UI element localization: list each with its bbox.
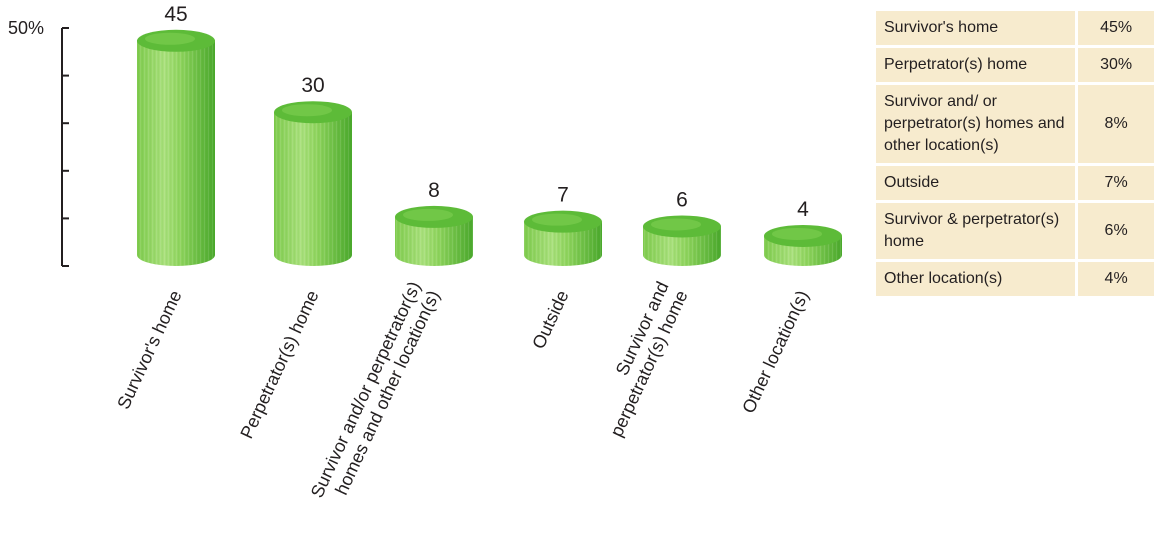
bar-top-highlight	[145, 32, 195, 45]
bar-texture	[395, 216, 473, 266]
bar-top	[137, 29, 215, 52]
category-label-line: Other location(s)	[738, 287, 812, 416]
table-cell-category: Survivor & perpetrator(s) home	[876, 203, 1079, 259]
category-label: Survivor's home	[113, 287, 185, 412]
table-row: Survivor's home 45%	[876, 11, 1154, 45]
bar-top-highlight	[403, 208, 453, 221]
bar: 7	[524, 184, 602, 266]
summary-table: Survivor's home 45% Perpetrator(s) home 30%…	[876, 8, 1154, 299]
category-label-line: Outside	[528, 287, 572, 352]
table-row: Survivor and/ or perpetrator(s) homes an…	[876, 85, 1154, 163]
value-label: 7	[557, 184, 569, 207]
bar-top	[764, 224, 842, 247]
bar: 45	[137, 3, 215, 266]
table-cell-category: Outside	[876, 166, 1079, 200]
bar-top-highlight	[532, 213, 582, 226]
table-cell-percent: 8%	[1078, 85, 1154, 163]
bar-texture	[137, 40, 215, 266]
bar-top-highlight	[651, 218, 701, 231]
category-label-line: Perpetrator(s) home	[236, 287, 322, 441]
value-label: 6	[676, 188, 688, 211]
category-labels: Survivor's home Perpetrator(s) homeSurviv…	[113, 278, 812, 509]
bar: 8	[395, 179, 473, 266]
bar-chart: 50% 45 30 8 7 6 4 Survivor's home Perpetrator(…	[8, 3, 842, 509]
value-label: 30	[301, 74, 324, 97]
bar-top-highlight	[282, 104, 332, 117]
value-label: 8	[428, 179, 440, 202]
bar-top	[524, 210, 602, 233]
category-label: Outside	[528, 287, 572, 352]
bar-top-highlight	[772, 227, 822, 240]
table-cell-category: Other location(s)	[876, 262, 1079, 296]
y-axis: 50%	[8, 18, 69, 267]
category-label: Perpetrator(s) home	[236, 287, 322, 441]
category-label: Survivor andperpetrator(s) home	[587, 278, 691, 440]
table-cell-category: Survivor and/ or perpetrator(s) homes an…	[876, 85, 1079, 163]
table-row: Survivor & perpetrator(s) home 6%	[876, 203, 1154, 259]
table-row: Perpetrator(s) home 30%	[876, 48, 1154, 82]
table-row: Other location(s) 4%	[876, 262, 1154, 296]
bar: 6	[643, 188, 721, 266]
table-cell-percent: 4%	[1078, 262, 1154, 296]
category-label: Other location(s)	[738, 287, 812, 416]
table-cell-percent: 6%	[1078, 203, 1154, 259]
value-label: 45	[164, 3, 187, 26]
table-cell-category: Survivor's home	[876, 11, 1079, 45]
bar: 30	[274, 74, 352, 266]
table-cell-percent: 30%	[1078, 48, 1154, 82]
table-row: Outside 7%	[876, 166, 1154, 200]
category-label-line: Survivor's home	[113, 287, 185, 412]
table-cell-percent: 7%	[1078, 166, 1154, 200]
table-cell-category: Perpetrator(s) home	[876, 48, 1079, 82]
bar-texture	[524, 221, 602, 266]
bar-texture	[643, 226, 721, 266]
bar-top	[274, 101, 352, 124]
y-tick-label-max: 50%	[8, 18, 44, 38]
table-cell-percent: 45%	[1078, 11, 1154, 45]
category-label: Survivor and/or perpetrator(s)homes and …	[307, 278, 444, 509]
bars: 45 30 8 7 6 4	[137, 3, 842, 266]
category-label-line: Survivor and/or perpetrator(s)	[307, 278, 425, 500]
bar-top	[643, 215, 721, 238]
bar-texture	[274, 112, 352, 266]
bar-top	[395, 205, 473, 228]
location-percent-table: Survivor's home 45% Perpetrator(s) home 30%…	[876, 8, 1154, 299]
value-label: 4	[797, 198, 809, 221]
bar: 4	[764, 198, 842, 266]
